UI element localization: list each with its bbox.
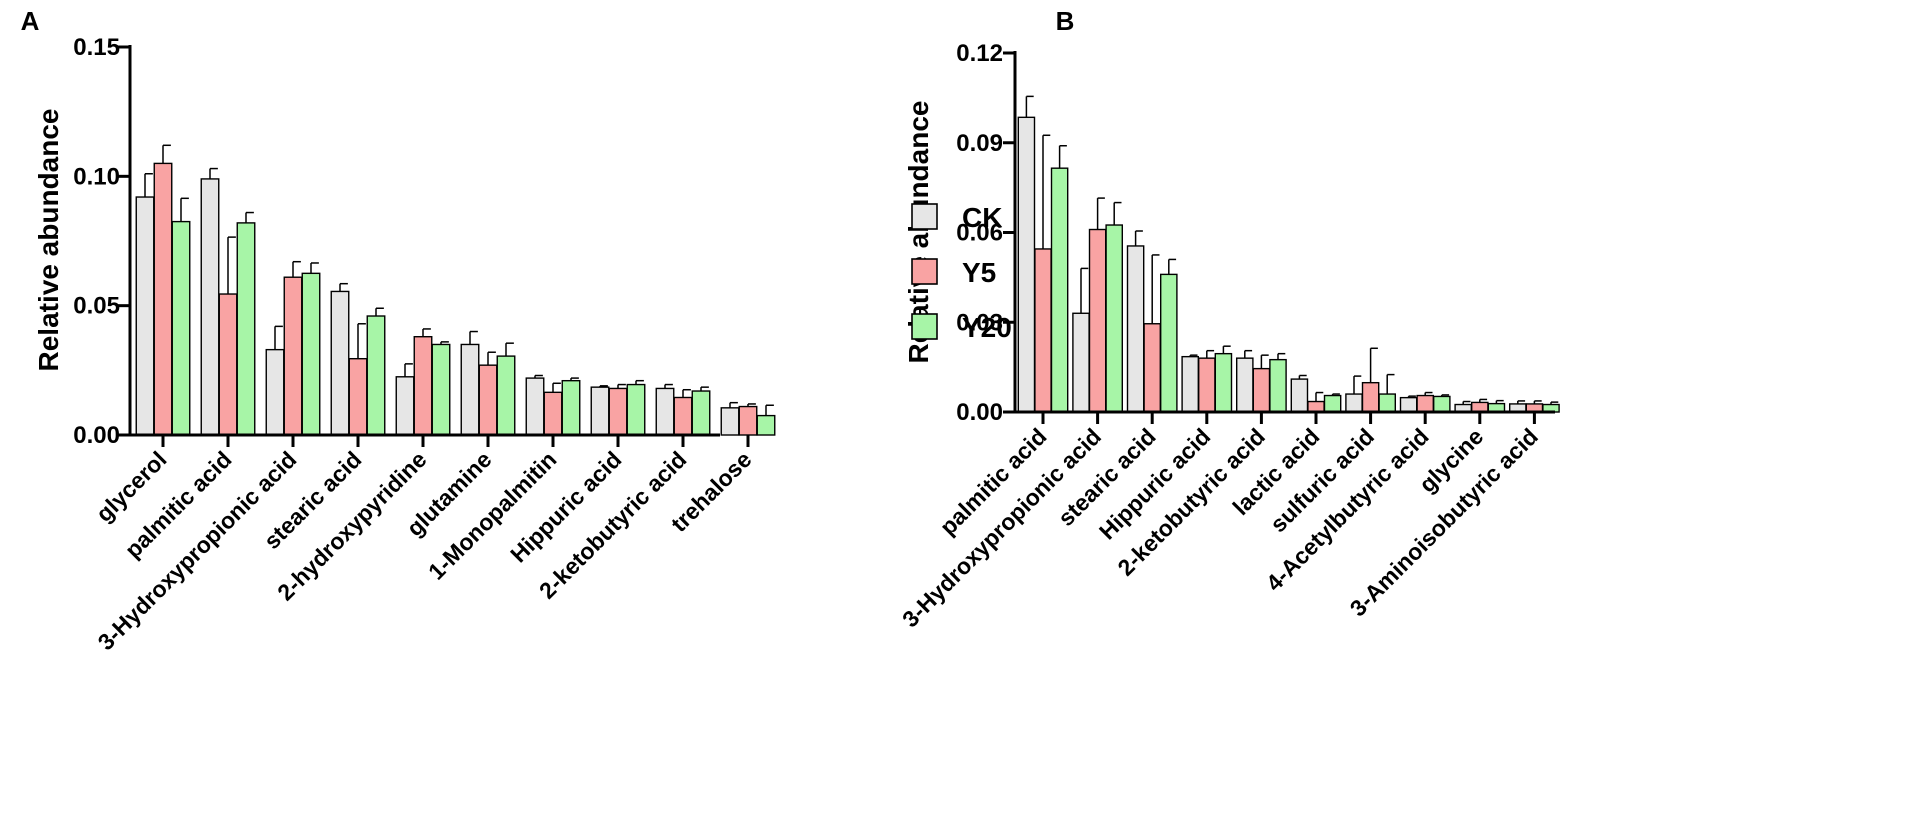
legend-swatch-ck	[911, 203, 938, 230]
bar-ck	[1126, 245, 1145, 413]
bar-ck	[265, 348, 285, 436]
bar-ck	[590, 386, 610, 436]
y-tick-label: 0.06	[956, 220, 1003, 247]
bar-y20	[1378, 393, 1396, 413]
bar-y5	[1197, 357, 1216, 413]
y-tick-label: 0.00	[73, 422, 120, 449]
legend-label-ck: CK	[962, 202, 1002, 233]
bar-y20	[301, 272, 321, 436]
bar-y20	[1214, 352, 1233, 413]
y-tick-label: 0.15	[73, 34, 120, 61]
bar-y5	[1361, 381, 1380, 413]
bar-ck	[460, 343, 480, 436]
bar-y5	[738, 405, 758, 436]
bar-ck	[1017, 116, 1036, 413]
legend-label-y20: Y20	[962, 312, 1012, 343]
bar-y5	[218, 293, 238, 436]
bar-y20	[171, 220, 191, 436]
bar-ck	[135, 196, 155, 436]
y-axis-label: Relative abundance	[33, 109, 64, 372]
y-tick-label: 0.00	[956, 399, 1003, 426]
bar-y20	[1323, 394, 1342, 413]
bar-y20	[1269, 358, 1287, 413]
bar-ck	[1072, 312, 1090, 413]
bar-y20	[756, 414, 776, 436]
bar-y5	[1416, 394, 1434, 413]
bar-y20	[1159, 273, 1178, 413]
bar-y20	[366, 315, 386, 436]
y-tick-label: 0.03	[956, 309, 1003, 336]
bar-y20	[236, 222, 256, 436]
bar-y5	[348, 357, 368, 436]
bar-ck	[1290, 378, 1309, 413]
y-tick-label: 0.05	[73, 293, 120, 320]
bar-y5	[1088, 228, 1107, 413]
bar-y20	[626, 383, 646, 436]
legend-swatch-y5	[911, 258, 938, 285]
y-tick-label: 0.12	[956, 40, 1003, 67]
bar-ck	[1345, 393, 1363, 413]
bar-y20	[691, 390, 711, 436]
bar-y20	[1105, 224, 1123, 413]
bar-ck	[655, 387, 675, 436]
x-tick-label: Hippuric acid	[505, 446, 626, 567]
bar-ck	[395, 376, 415, 436]
panel-label: B	[1056, 6, 1075, 36]
bar-y20	[431, 343, 451, 436]
bar-y20	[496, 355, 516, 436]
bar-ck	[1235, 357, 1254, 413]
bar-ck	[525, 377, 545, 436]
bar-ck	[330, 290, 350, 436]
y-tick-label: 0.10	[73, 163, 120, 190]
bar-y5	[543, 391, 563, 436]
y-tick-label: 0.09	[956, 130, 1003, 157]
bar-ck	[1181, 355, 1199, 413]
panel-label: A	[21, 6, 40, 36]
bar-y5	[1307, 400, 1325, 413]
bar-y5	[1034, 248, 1052, 413]
bar-y5	[413, 336, 433, 436]
bar-ck	[200, 178, 220, 436]
legend-label-y5: Y5	[962, 257, 996, 288]
legend-swatch-y20	[911, 313, 938, 340]
bar-y5	[608, 387, 628, 436]
bar-y5	[673, 396, 693, 436]
bar-y5	[283, 276, 303, 436]
bar-ck	[1399, 396, 1418, 413]
bar-y5	[478, 364, 498, 436]
bar-y20	[1432, 395, 1451, 413]
bar-ck	[720, 407, 740, 436]
bar-y20	[561, 379, 581, 436]
bar-y5	[153, 162, 173, 436]
bar-y5	[1252, 367, 1271, 413]
legend: CK Y5 Y20	[911, 202, 1012, 343]
bar-y5	[1143, 323, 1161, 413]
bar-y20	[1050, 167, 1069, 413]
